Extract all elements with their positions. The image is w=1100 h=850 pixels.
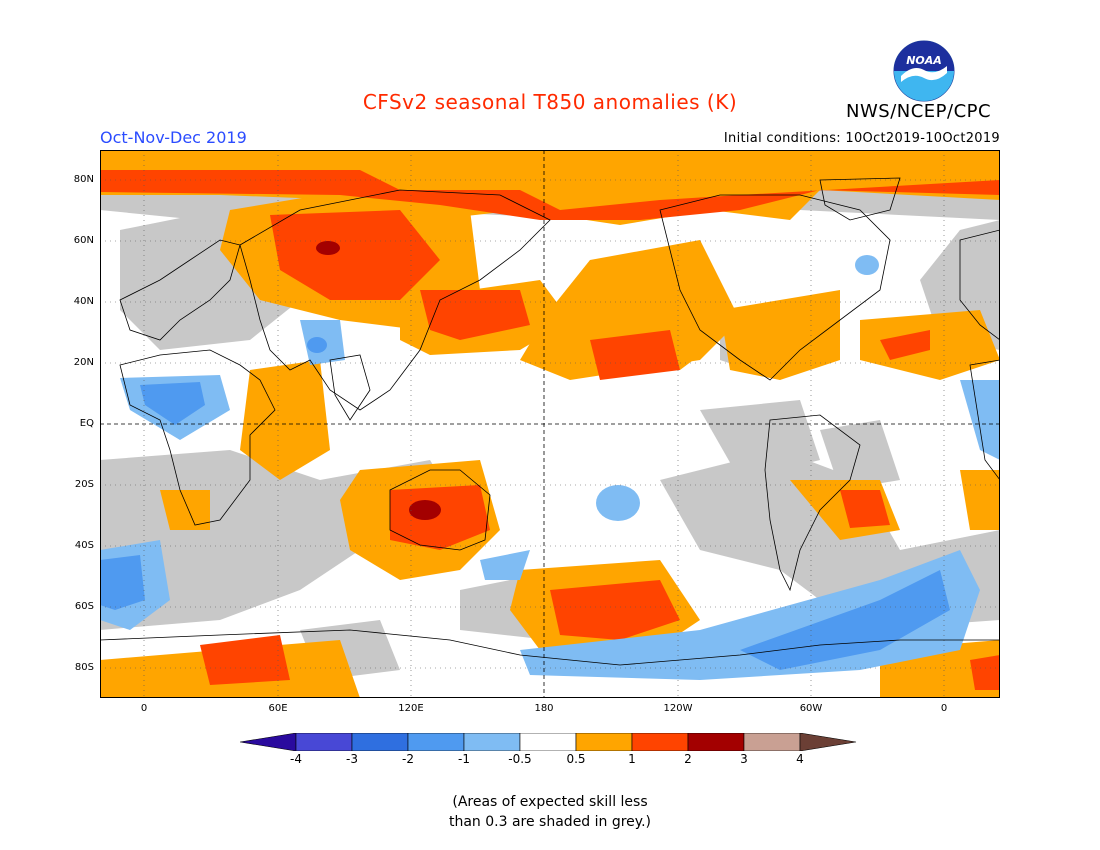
colorbar-tick-label: 1: [628, 752, 636, 766]
colorbar-box: [743, 733, 801, 751]
colorbar-box: [631, 733, 689, 751]
colorbar-tick-label: 2: [684, 752, 692, 766]
colorbar-tick-label: 4: [796, 752, 804, 766]
lon-label-180: 180: [534, 703, 554, 714]
lat-label-20n: 20N: [73, 357, 94, 368]
svg-text:NOAA: NOAA: [906, 54, 942, 67]
colorbar-tick-label: -1: [458, 752, 470, 766]
lon-label-120w: 120W: [663, 703, 693, 714]
colorbar-tick-label: -3: [346, 752, 358, 766]
lat-label-40n: 40N: [73, 296, 94, 307]
colorbar-box: [463, 733, 521, 751]
lat-label-60s: 60S: [74, 601, 94, 612]
lat-label-60n: 60N: [73, 235, 94, 246]
colorbar-box: [295, 733, 353, 751]
skill-note: (Areas of expected skill less than 0.3 a…: [0, 792, 1100, 832]
skill-note-line-1: (Areas of expected skill less: [452, 794, 648, 810]
lat-label-80s: 80S: [74, 662, 94, 673]
colorbar-tick-label: -0.5: [508, 752, 532, 766]
season-label: Oct-Nov-Dec 2019: [100, 128, 247, 147]
color-legend: [240, 733, 857, 751]
lat-label-eq: EQ: [79, 418, 94, 429]
skill-note-line-2: than 0.3 are shaded in grey.): [448, 814, 651, 830]
lon-label-0: 0: [140, 703, 148, 714]
colorbar-tick-label: -2: [402, 752, 414, 766]
anomaly-map: [100, 150, 1000, 698]
lon-label-60w: 60W: [799, 703, 823, 714]
lon-label-120e: 120E: [398, 703, 424, 714]
lat-label-80n: 80N: [73, 174, 94, 185]
strong-warm-regions: [100, 170, 1000, 690]
equator-dateline: [100, 150, 1000, 698]
strong-cold-regions: [100, 337, 950, 670]
lat-label-40s: 40S: [74, 540, 94, 551]
chart-title: CFSv2 seasonal T850 anomalies (K): [362, 90, 738, 114]
colorbar-box: [575, 733, 633, 751]
lat-label-20s: 20S: [74, 479, 94, 490]
coastlines: [100, 177, 1000, 666]
colorbar-tick-label: 0.5: [566, 752, 586, 766]
noaa-logo: NOAA: [893, 40, 955, 102]
colorbar-cap-high: [799, 733, 857, 751]
lon-label-0-east: 0: [940, 703, 948, 714]
agency-label: NWS/NCEP/CPC: [846, 101, 992, 122]
very-strong-warm-regions: [316, 241, 441, 520]
colorbar-box: [351, 733, 409, 751]
colorbar-box: [519, 733, 577, 751]
colorbar-cap-low: [240, 733, 297, 751]
initial-conditions: Initial conditions: 10Oct2019-10Oct2019: [723, 131, 1000, 146]
colorbar-box: [407, 733, 465, 751]
colorbar-tick-label: 3: [740, 752, 748, 766]
lon-label-60e: 60E: [268, 703, 288, 714]
colorbar-box: [687, 733, 745, 751]
graticule: [100, 150, 1000, 698]
colorbar-tick-label: -4: [290, 752, 302, 766]
